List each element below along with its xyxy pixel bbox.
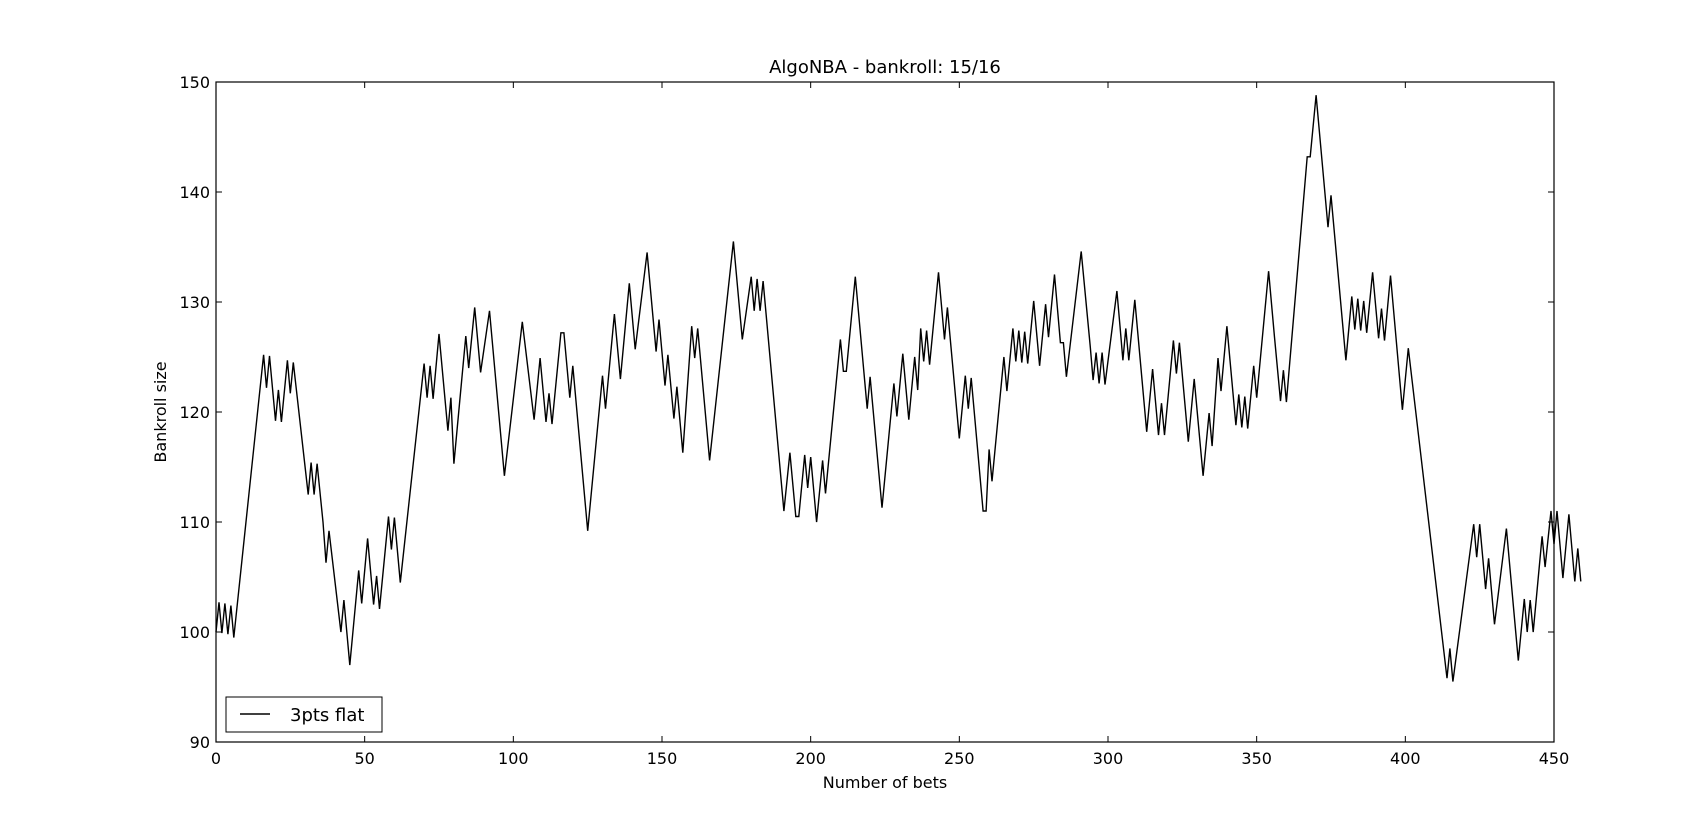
- x-tick-label: 50: [354, 749, 374, 768]
- x-tick-label: 450: [1539, 749, 1570, 768]
- x-tick-label: 400: [1390, 749, 1421, 768]
- x-tick-label: 300: [1093, 749, 1124, 768]
- y-tick-label: 140: [179, 183, 210, 202]
- y-axis: 90 100 110 120 130 140 150: [179, 73, 1554, 752]
- y-tick-label: 90: [190, 733, 210, 752]
- x-tick-label: 0: [211, 749, 221, 768]
- plot-frame: [215, 81, 1555, 743]
- plot-area: [215, 81, 1582, 743]
- y-tick-label: 150: [179, 73, 210, 92]
- y-axis-label: Bankroll size: [151, 361, 170, 462]
- x-tick-label: 350: [1241, 749, 1272, 768]
- x-axis: 0 50 100 150 200 250 300 350 400 450: [211, 82, 1569, 768]
- x-tick-label: 200: [795, 749, 826, 768]
- x-tick-label: 250: [944, 749, 975, 768]
- x-axis-label: Number of bets: [823, 773, 947, 792]
- legend-entry-label: 3pts flat: [290, 705, 364, 726]
- y-tick-label: 110: [179, 513, 210, 532]
- x-tick-label: 150: [647, 749, 678, 768]
- series-line-3pts-flat: [215, 95, 1582, 682]
- y-tick-label: 120: [179, 403, 210, 422]
- y-tick-label: 100: [179, 623, 210, 642]
- legend: 3pts flat: [225, 696, 383, 733]
- y-tick-label: 130: [179, 293, 210, 312]
- x-tick-label: 100: [498, 749, 529, 768]
- chart-title: AlgoNBA - bankroll: 15/16: [769, 57, 1001, 78]
